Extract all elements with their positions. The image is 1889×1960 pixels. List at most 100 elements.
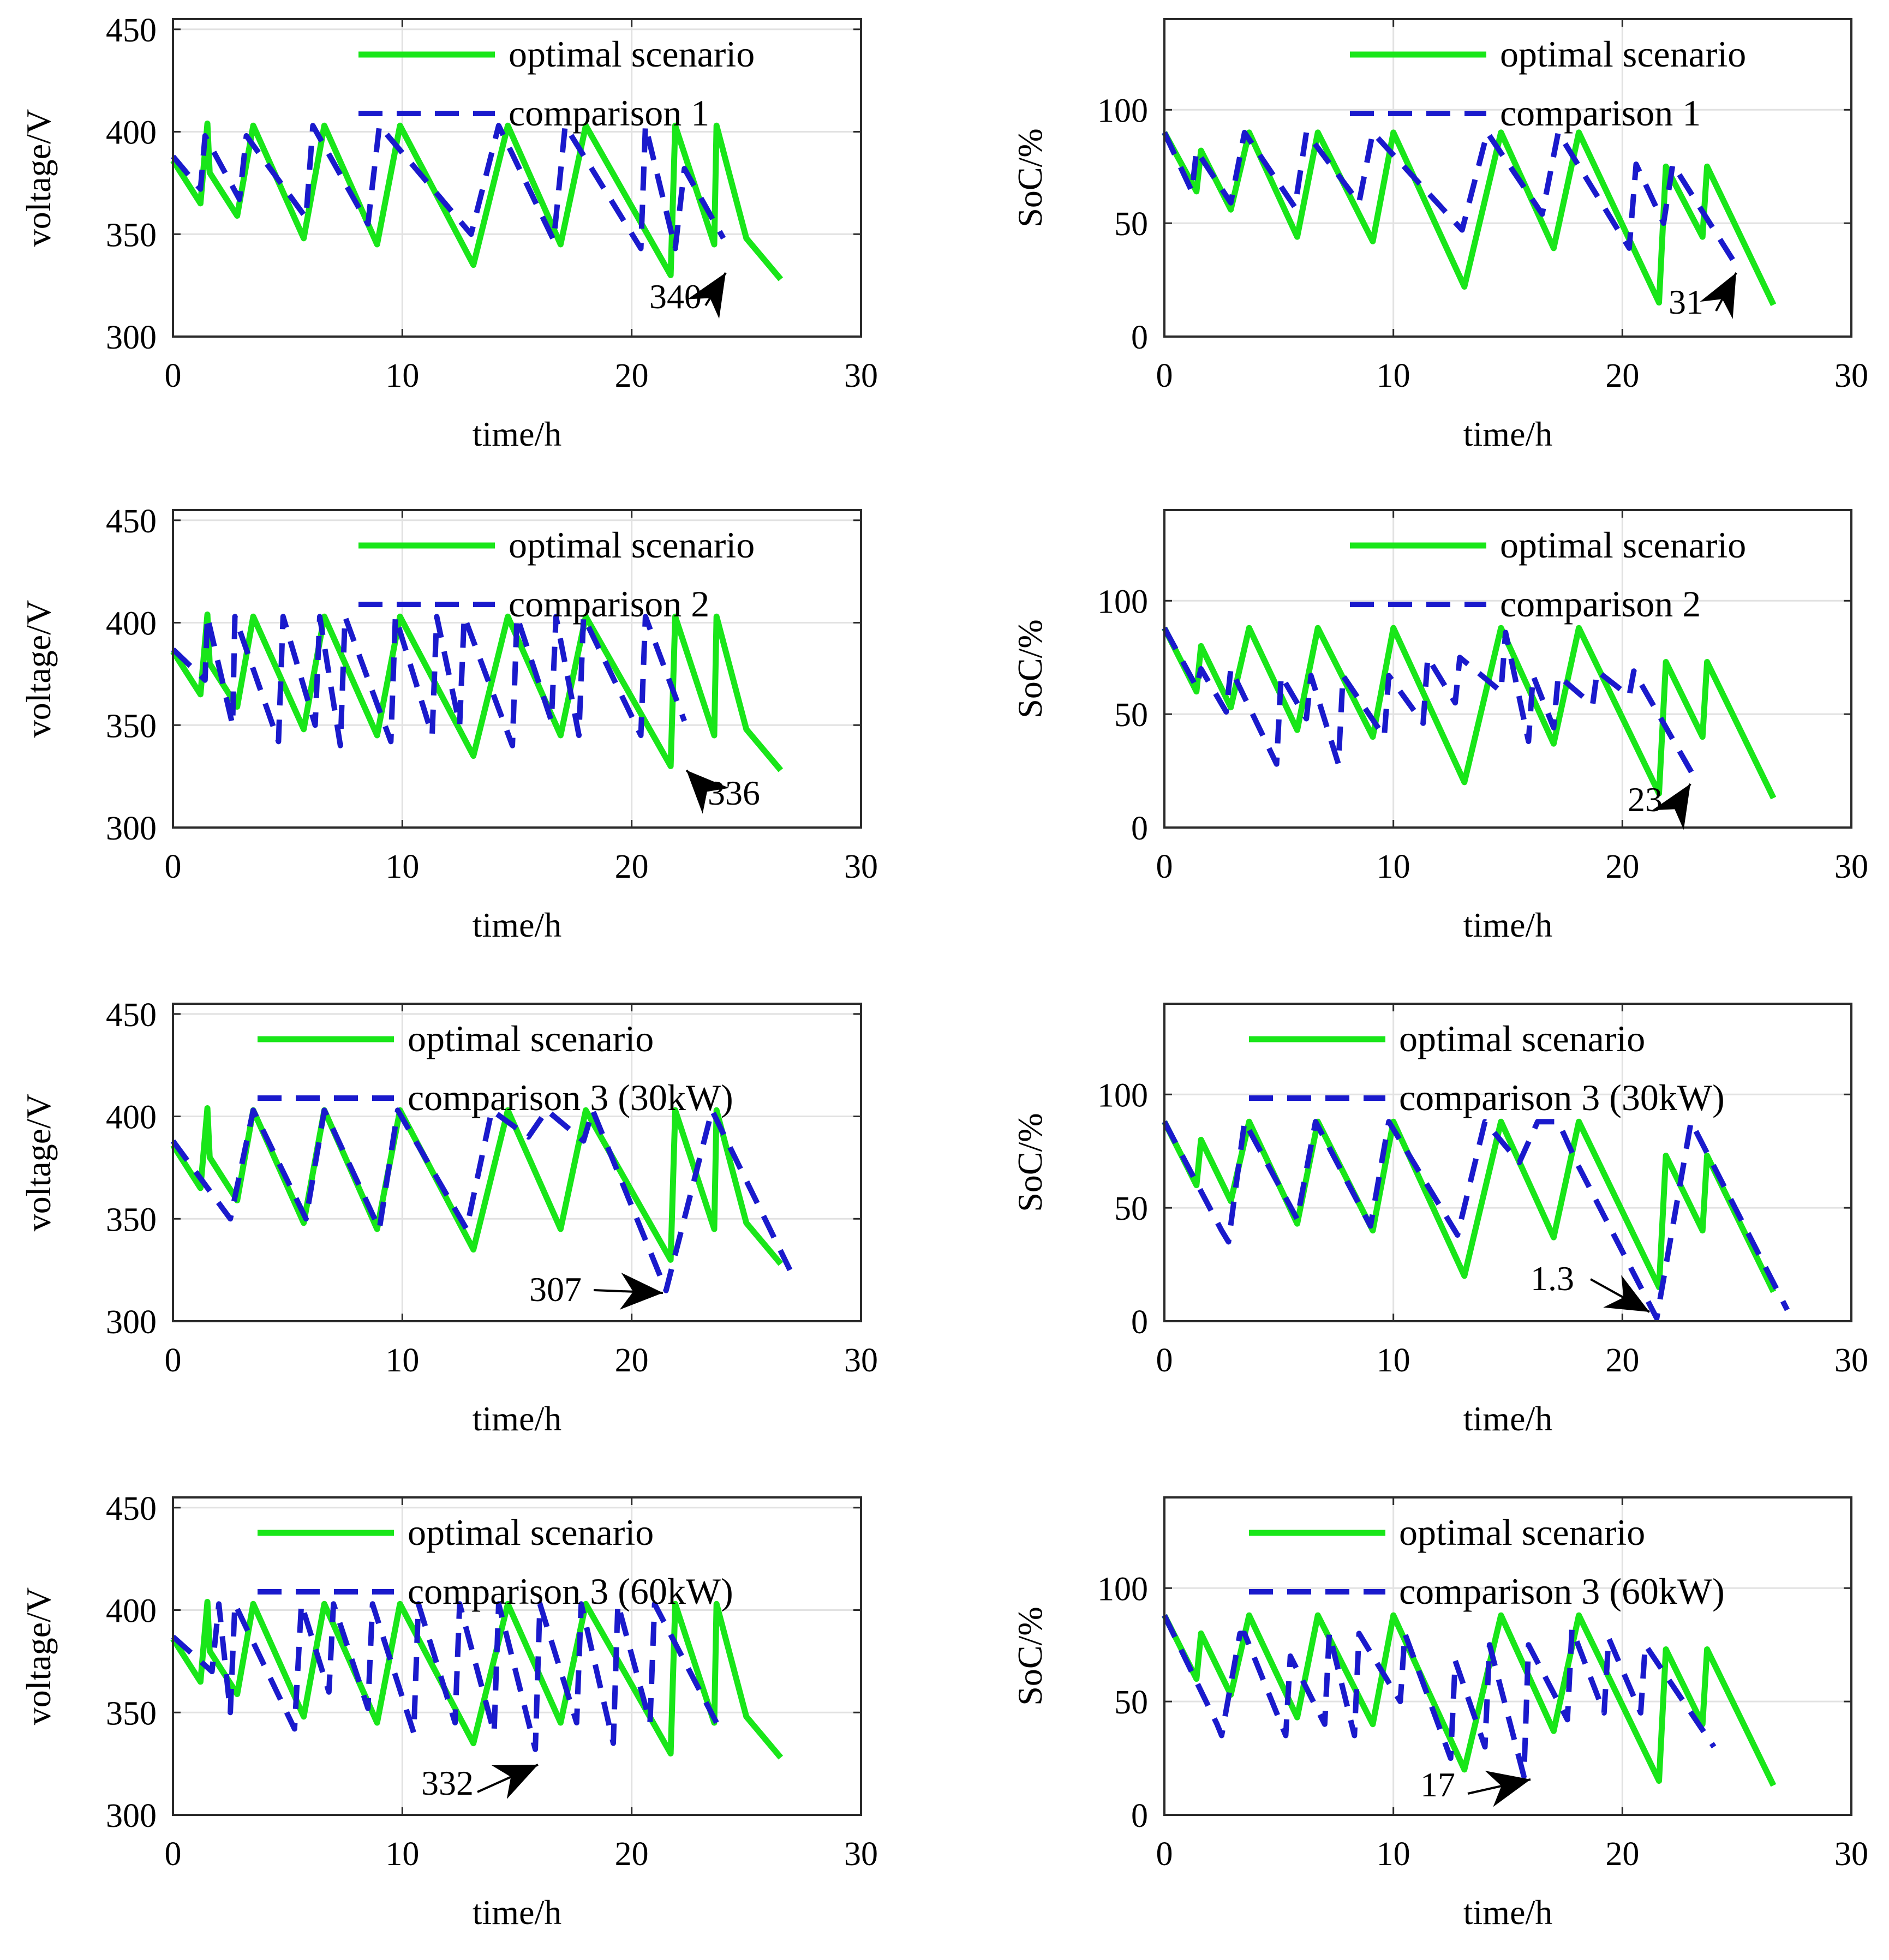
x-tick-label: 10 — [1377, 848, 1410, 885]
y-axis-label: SoC/% — [1011, 619, 1049, 718]
x-tick-label: 20 — [1605, 1342, 1639, 1379]
x-tick-label: 20 — [615, 357, 649, 394]
axes-frame — [1163, 1003, 1852, 1322]
x-axis-label: time/h — [473, 1399, 562, 1438]
chart-p6: 0 10 20 30 0 50 100 time/h SoC/% optimal scenario… — [1011, 1003, 1868, 1438]
x-axis-label: time/h — [473, 1893, 562, 1932]
plot-area — [1164, 19, 1851, 337]
y-axis-label: SoC/% — [1011, 1113, 1049, 1212]
y-tick-label: 300 — [106, 319, 157, 356]
x-axis-label: time/h — [1463, 415, 1553, 453]
plot-area — [173, 1004, 861, 1321]
x-tick-label: 10 — [385, 1342, 419, 1379]
y-axis-label: SoC/% — [1011, 128, 1049, 227]
annotation-label: 336 — [708, 774, 760, 812]
plot-area — [1164, 510, 1851, 828]
y-tick-label: 100 — [1097, 92, 1148, 129]
axes-frame — [1163, 18, 1852, 338]
legend-label: comparison 3 (60kW) — [1399, 1571, 1725, 1612]
annotation-label: 332 — [421, 1764, 474, 1802]
series-line-comparison — [170, 1107, 793, 1293]
legend-label: optimal scenario — [509, 524, 755, 566]
y-tick-label: 300 — [106, 810, 157, 847]
x-tick-label: 0 — [165, 848, 182, 885]
y-tick-label: 400 — [106, 1099, 157, 1136]
series-line-optimal — [1162, 1118, 1777, 1293]
axes-frame — [172, 509, 862, 829]
legend-label: optimal scenario — [509, 33, 755, 75]
legend-label: optimal scenario — [408, 1512, 654, 1553]
legend-label: comparison 2 — [509, 583, 709, 625]
chart-p7: 0 10 20 30 300 350 400 450 time/h voltage/V optima… — [19, 1490, 878, 1932]
series-line-optimal — [1162, 625, 1777, 800]
y-tick-label: 0 — [1131, 1304, 1148, 1341]
x-tick-label: 0 — [1156, 1342, 1173, 1379]
x-tick-label: 10 — [1377, 357, 1410, 394]
x-tick-label: 0 — [1156, 1836, 1173, 1873]
series-line-comparison — [1162, 626, 1696, 777]
legend-label: optimal scenario — [408, 1018, 654, 1059]
annotation-label: 1.3 — [1531, 1259, 1574, 1298]
y-tick-label: 300 — [106, 1797, 157, 1835]
y-tick-label: 50 — [1114, 697, 1148, 734]
x-axis-label: time/h — [1463, 906, 1553, 944]
x-tick-label: 10 — [1377, 1836, 1410, 1873]
x-tick-label: 20 — [1605, 1836, 1639, 1873]
chart-p8: 0 10 20 30 0 50 100 time/h SoC/% optimal scenario… — [1011, 1496, 1868, 1932]
y-axis-label: voltage/V — [19, 600, 58, 738]
y-tick-label: 100 — [1097, 1571, 1148, 1608]
chart-p2: 0 10 20 30 0 50 100 time/h SoC/% optimal scenario… — [1011, 18, 1868, 453]
y-tick-label: 350 — [106, 1695, 157, 1732]
legend-label: comparison 1 — [509, 92, 709, 134]
chart-p4: 0 10 20 30 0 50 100 time/h SoC/% optimal scenario… — [1011, 509, 1868, 944]
legend-label: comparison 3 (60kW) — [408, 1571, 733, 1612]
y-tick-label: 350 — [106, 217, 157, 254]
legend-label: optimal scenario — [1500, 524, 1746, 566]
annotation-label: 17 — [1420, 1765, 1455, 1804]
axes-frame — [172, 1496, 862, 1816]
series-line-comparison — [171, 123, 726, 251]
legend-label: optimal scenario — [1399, 1018, 1645, 1059]
series-line-comparison — [1162, 1614, 1717, 1779]
x-tick-label: 30 — [844, 848, 878, 885]
x-tick-label: 0 — [165, 357, 182, 394]
annotation-arrow-head — [491, 1765, 538, 1799]
y-tick-label: 50 — [1114, 1190, 1148, 1227]
y-tick-label: 100 — [1097, 1077, 1148, 1114]
series-line-comparison — [171, 1601, 719, 1752]
y-tick-label: 350 — [106, 1201, 157, 1238]
y-tick-label: 450 — [106, 997, 157, 1034]
x-tick-label: 20 — [615, 848, 649, 885]
x-axis-label: time/h — [473, 415, 562, 453]
y-tick-label: 0 — [1131, 1797, 1148, 1835]
x-tick-label: 30 — [844, 357, 878, 394]
chart-p3: 0 10 20 30 300 350 400 450 time/h voltage/V optima… — [19, 503, 878, 944]
x-tick-label: 30 — [1834, 1836, 1868, 1873]
plot-area — [173, 19, 861, 337]
annotation-label: 23 — [1628, 780, 1663, 819]
plot-area — [1164, 1497, 1851, 1815]
y-tick-label: 0 — [1131, 810, 1148, 847]
series-line-comparison — [1162, 1119, 1790, 1321]
legend-label: comparison 1 — [1500, 92, 1701, 134]
y-tick-label: 450 — [106, 12, 157, 49]
y-tick-label: 0 — [1131, 319, 1148, 356]
y-axis-label: voltage/V — [19, 1094, 58, 1231]
x-tick-label: 10 — [385, 1836, 419, 1873]
plot-area — [1164, 1004, 1851, 1321]
y-tick-label: 400 — [106, 606, 157, 643]
y-axis-label: SoC/% — [1011, 1607, 1049, 1705]
x-tick-label: 30 — [1834, 357, 1868, 394]
chart-p1: 0 10 20 30 300 350 400 450 time/h voltage/V optima… — [19, 12, 878, 453]
x-tick-label: 10 — [385, 357, 419, 394]
x-tick-label: 30 — [844, 1342, 878, 1379]
legend-label: comparison 3 (30kW) — [1399, 1077, 1725, 1118]
x-tick-label: 20 — [1605, 848, 1639, 885]
annotation-arrow-head — [1700, 273, 1736, 319]
x-tick-label: 0 — [1156, 357, 1173, 394]
x-tick-label: 30 — [1834, 1342, 1868, 1379]
y-tick-label: 400 — [106, 1593, 157, 1630]
y-tick-label: 350 — [106, 708, 157, 745]
legend-label: comparison 2 — [1500, 583, 1701, 625]
